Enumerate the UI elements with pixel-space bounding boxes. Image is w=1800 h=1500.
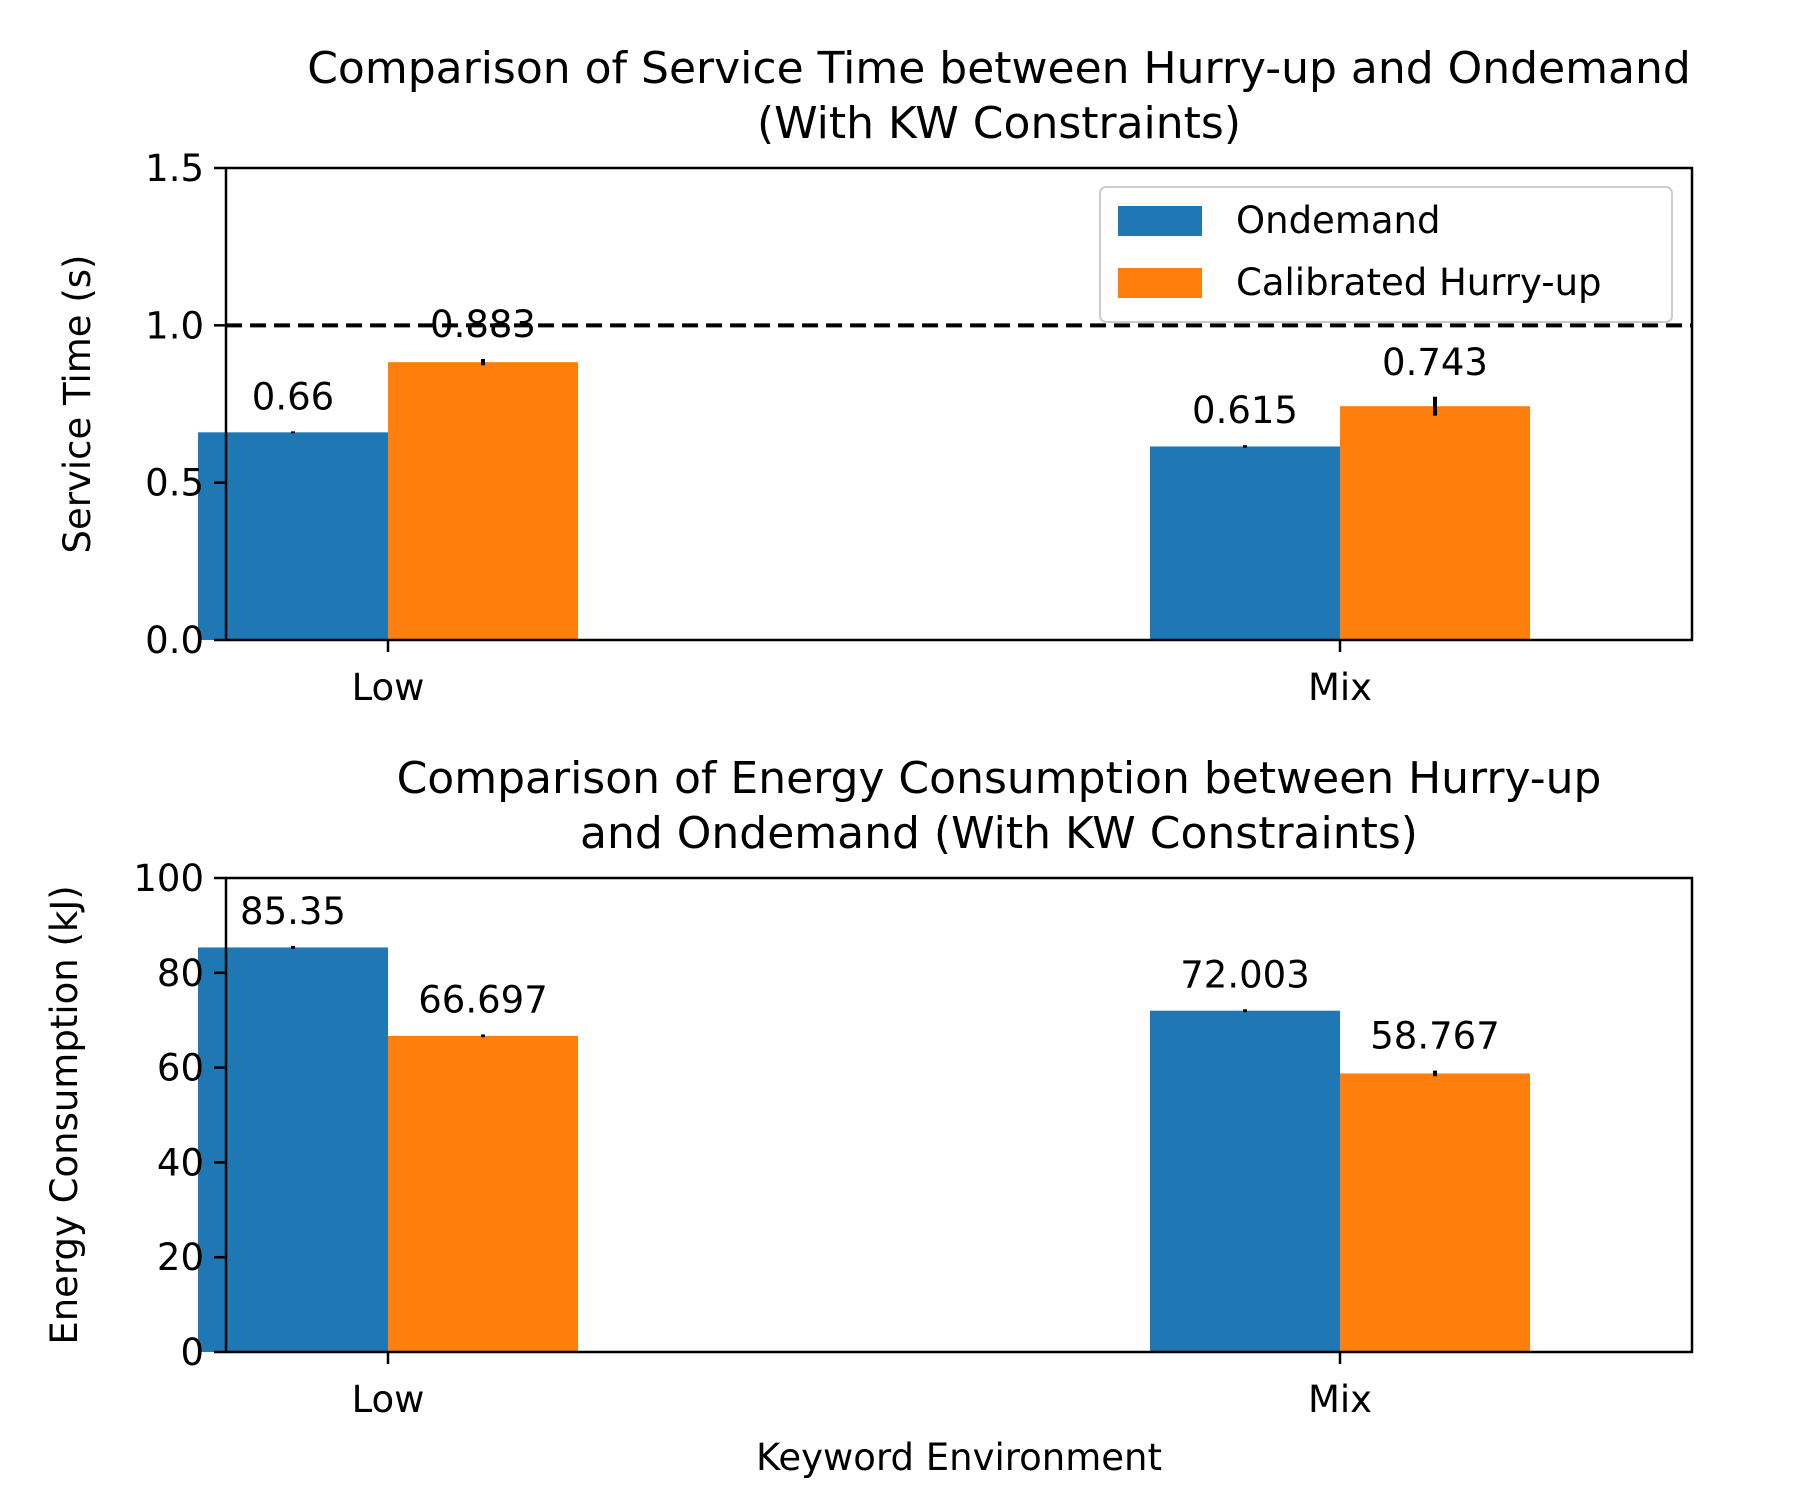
y-tick-label: 0.5 [145,462,204,505]
bar-calibrated-hurry-up-low [388,1035,578,1352]
axes-frame [224,876,1694,1354]
y-tick-label: 20 [157,1236,204,1279]
data-label: 72.003 [1180,953,1309,996]
data-label: 66.697 [418,978,547,1021]
chart-title-line-1: Comparison of Service Time between Hurry… [307,43,1691,94]
legend-label: Calibrated Hurry-up [1236,261,1602,304]
data-label: 58.767 [1370,1015,1499,1058]
legend-swatch [1118,268,1202,298]
data-label: 0.615 [1192,389,1298,432]
chart-title-line-1: Comparison of Energy Consumption between… [397,753,1602,804]
x-tick-label-mix: Mix [1308,1378,1372,1421]
legend: Ondemand Calibrated Hurry-up [1099,186,1673,323]
y-tick-label: 1.5 [145,147,204,190]
bar-calibrated-hurry-up-mix [1340,406,1530,640]
y-tick-label: 60 [157,1047,204,1090]
y-tick-label: 40 [157,1141,204,1184]
legend-label: Ondemand [1236,199,1440,242]
bar-ondemand-low [198,432,388,640]
x-tick-label-mix: Mix [1308,666,1372,709]
y-tick-label: 100 [133,857,204,900]
data-label: 85.35 [240,890,346,933]
bar-ondemand-low [198,947,388,1352]
axes-frame [224,166,1694,642]
y-axis-label: Service Time (s) [56,255,99,554]
data-label: 0.743 [1382,341,1488,384]
bar-calibrated-hurry-up-mix [1340,1073,1530,1352]
y-tick-label: 1.0 [145,304,204,347]
chart-1: Comparison of Service Time between Hurry… [56,43,1694,709]
data-label: 0.66 [252,375,334,418]
y-tick-label: 0 [180,1331,204,1374]
chart-2: Comparison of Energy Consumption between… [43,753,1694,1479]
y-tick-label: 80 [157,952,204,995]
y-axis-label: Energy Consumption (kJ) [43,885,86,1344]
legend-swatch [1118,206,1202,236]
legend-box [1099,186,1673,323]
x-axis-label: Keyword Environment [756,1436,1162,1479]
bar-ondemand-mix [1150,1010,1340,1352]
x-tick-label-low: Low [352,1378,425,1421]
chart-title-line-2: and Ondemand (With KW Constraints) [580,808,1418,859]
y-tick-label: 0.0 [145,619,204,662]
chart-title-line-2: (With KW Constraints) [757,98,1241,149]
bar-ondemand-mix [1150,446,1340,640]
bar-calibrated-hurry-up-low [388,362,578,640]
x-tick-label-low: Low [352,666,425,709]
